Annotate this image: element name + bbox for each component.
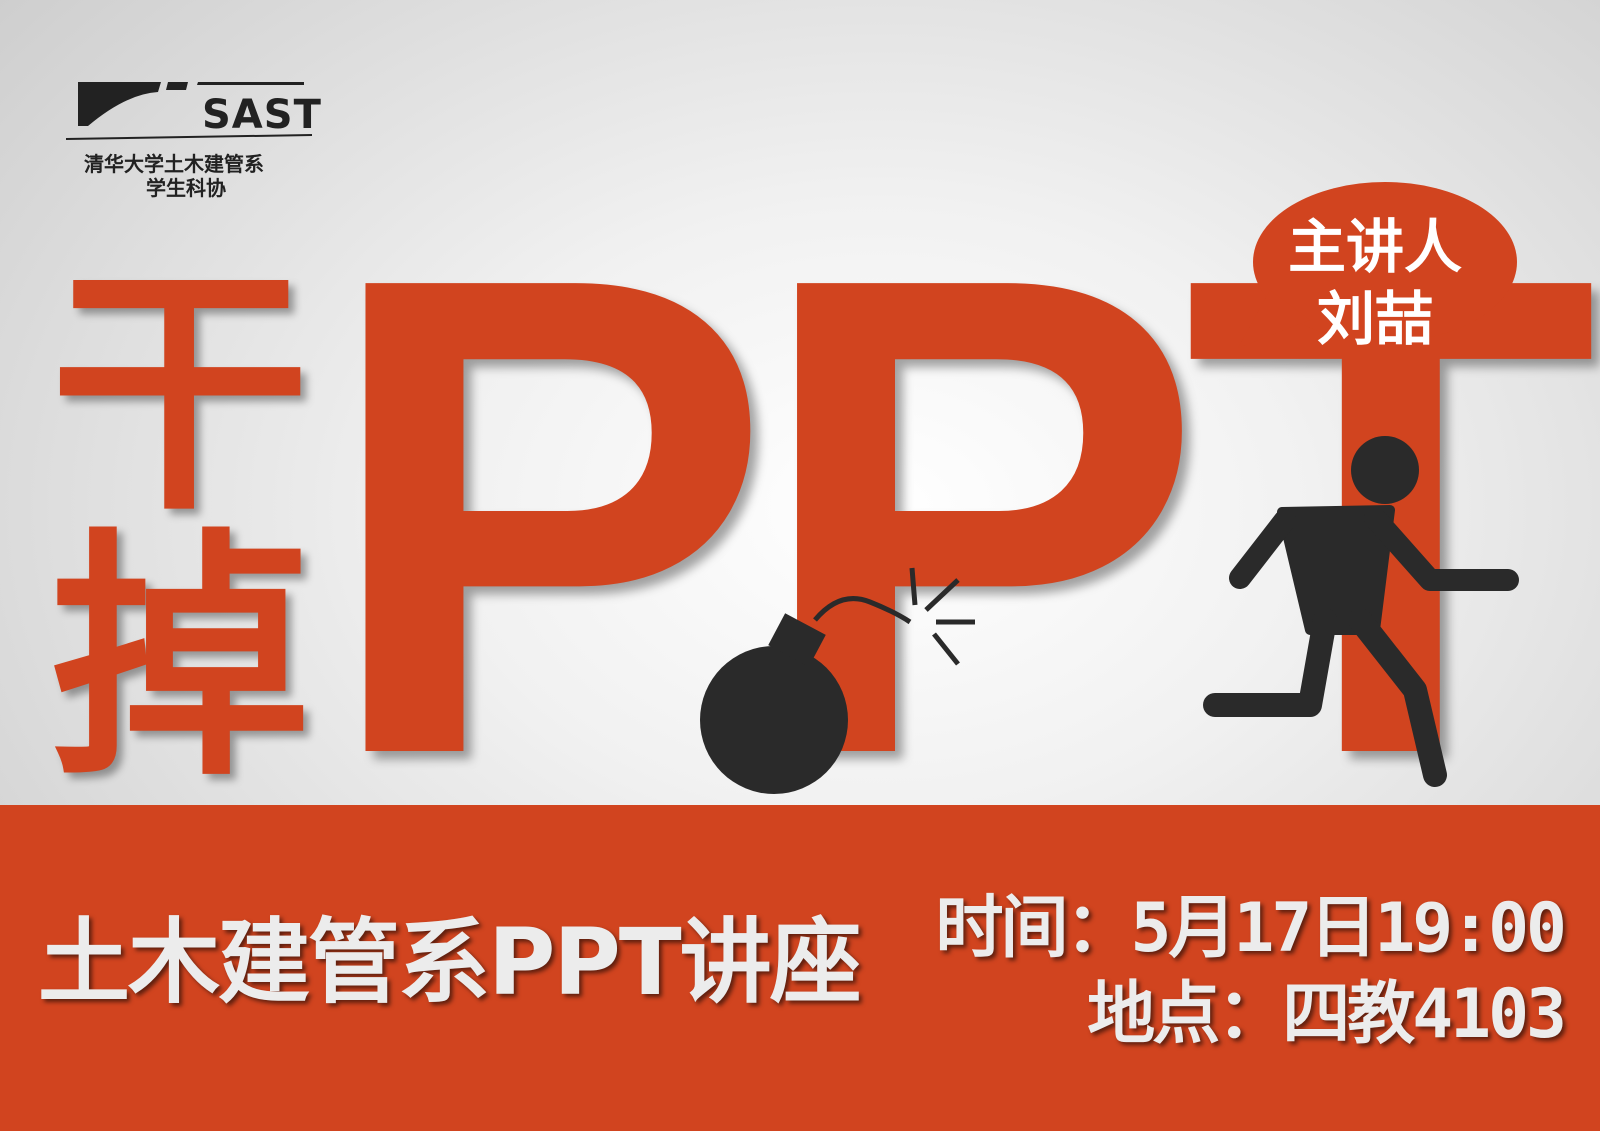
speaker-name: 刘喆 [1316, 285, 1433, 353]
sast-logo: SAST 清华大学土木建管系 学生科协 [66, 78, 321, 200]
speaker-label: 主讲人 [1287, 213, 1462, 281]
logo-org-name: 清华大学土木建管系 [84, 152, 264, 176]
running-man-icon [1203, 436, 1519, 787]
speech-bubble-icon [1238, 182, 1517, 348]
headline-char-diao: 掉 [50, 509, 310, 811]
event-place: 地点：四教4103 [1087, 975, 1567, 1054]
sast-logo-graphic [66, 82, 312, 140]
logo-org-sub: 学生科协 [146, 176, 226, 200]
lecture-title: 土木建管系PPT讲座 [38, 909, 862, 1016]
bomb-icon [700, 567, 975, 794]
logo-acronym: SAST [202, 92, 322, 138]
event-time: 时间：5月17日19:00 [935, 889, 1567, 968]
headline-char-gan: 干 [50, 244, 310, 546]
bottom-red-band [0, 805, 1600, 1131]
